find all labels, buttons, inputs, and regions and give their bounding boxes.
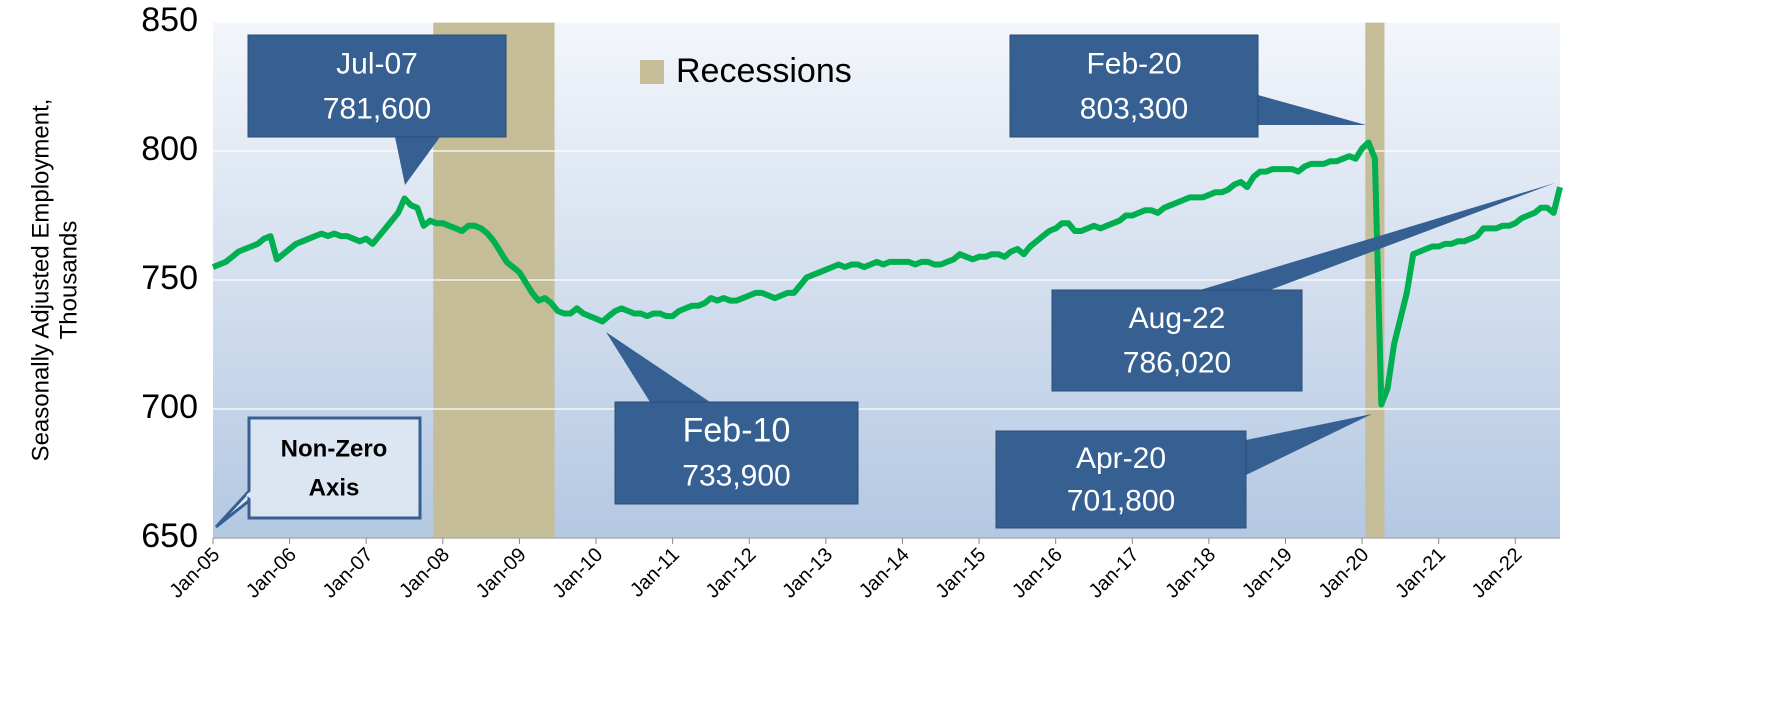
x-tick-label: Jan-15 [932,544,991,603]
callout-value: 733,900 [682,459,790,492]
x-tick-label: Jan-13 [778,544,837,603]
x-tick-label: Jan-22 [1468,544,1527,603]
x-tick-label: Jan-12 [702,544,761,603]
x-tick-label: Jan-21 [1391,544,1450,603]
note-text: Non-Zero [281,435,388,462]
x-tick-label: Jan-10 [549,544,608,603]
series-line [211,139,1563,408]
x-tick-label: Jan-07 [319,544,378,603]
y-axis-title: Seasonally Adjusted Employment, [27,99,54,462]
x-tick-label: Jan-17 [1085,544,1144,603]
callout-box [614,401,859,505]
callout-value: 803,300 [1080,92,1188,125]
callout-box [1009,34,1259,138]
legend-label: Recessions [676,52,852,90]
y-tick-label: 700 [141,388,198,426]
callout-tail [1200,183,1555,290]
y-tick-label: 750 [141,259,198,297]
note-tail-cover [246,491,251,499]
callout-value: 786,020 [1123,347,1231,380]
callout-value: 781,600 [323,92,431,125]
callout-tail [606,332,710,402]
x-tick-label: Jan-19 [1238,544,1297,603]
note-text: Axis [309,474,360,501]
callout-box [247,34,507,138]
callout-date: Feb-10 [683,412,791,450]
callout-date: Feb-20 [1086,48,1181,81]
y-tick-label: 800 [141,130,198,168]
x-tick-label: Jan-20 [1315,544,1374,603]
legend-swatch [640,60,664,84]
y-axis-title: Thousands [55,221,82,340]
callout-value: 701,800 [1067,485,1175,518]
x-tick-label: Jan-11 [626,544,684,602]
x-tick-label: Jan-16 [1008,544,1067,603]
callout-box [995,430,1247,529]
callout-date: Aug-22 [1129,302,1226,335]
callout-date: Jul-07 [336,48,418,81]
x-tick-label: Jan-14 [855,544,914,603]
x-tick-label: Jan-08 [395,544,454,603]
callout-date: Apr-20 [1076,442,1166,475]
x-tick-label: Jan-06 [242,544,301,603]
y-tick-label: 650 [141,517,198,555]
callout-tail [1246,414,1372,475]
note-box [247,416,422,520]
y-tick-label: 850 [141,1,198,39]
callout-box [1051,289,1303,392]
callout-tail [395,137,440,185]
x-tick-label: Jan-18 [1161,544,1220,603]
x-tick-label: Jan-09 [472,544,531,603]
callout-tail [1258,95,1366,125]
